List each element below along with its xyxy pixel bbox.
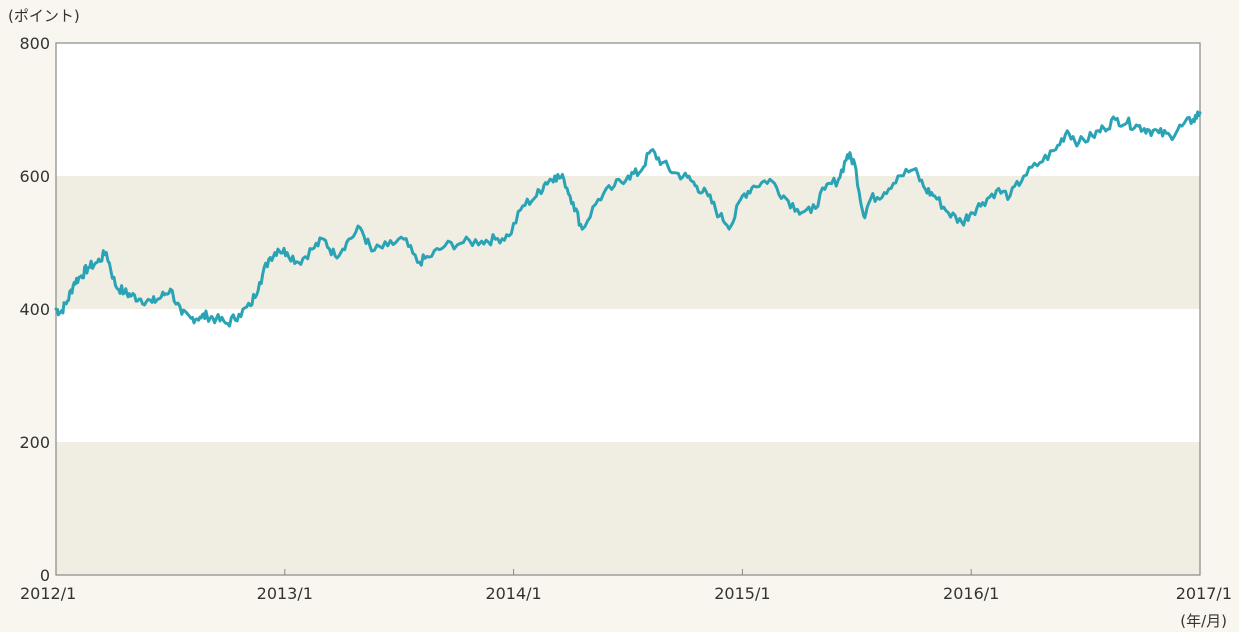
y-tick-label: 0	[40, 566, 50, 585]
x-axis: 2012/1 2013/1 2014/1 2015/1 2016/1 2017/1	[20, 569, 1232, 603]
x-tick-label: 2016/1	[943, 584, 999, 603]
x-axis-unit-label: (年/月)	[1180, 612, 1227, 630]
x-tick-label: 2014/1	[485, 584, 541, 603]
y-axis: 0 200 400 600 800	[19, 34, 50, 585]
y-tick-label: 800	[19, 34, 50, 53]
y-tick-label: 200	[19, 433, 50, 452]
plot-band	[56, 442, 1200, 575]
y-axis-label: (ポイント)	[8, 7, 80, 25]
plot-band	[56, 309, 1200, 442]
x-tick-label: 2017/1	[1176, 584, 1232, 603]
plot-band	[56, 43, 1200, 176]
plot-bands	[56, 43, 1200, 575]
x-tick-label: 2012/1	[20, 584, 76, 603]
series-line	[54, 110, 1202, 328]
x-tick-label: 2015/1	[714, 584, 770, 603]
y-tick-label: 400	[19, 300, 50, 319]
plot-band	[56, 176, 1200, 309]
y-tick-label: 600	[19, 167, 50, 186]
x-tick-label: 2013/1	[257, 584, 313, 603]
